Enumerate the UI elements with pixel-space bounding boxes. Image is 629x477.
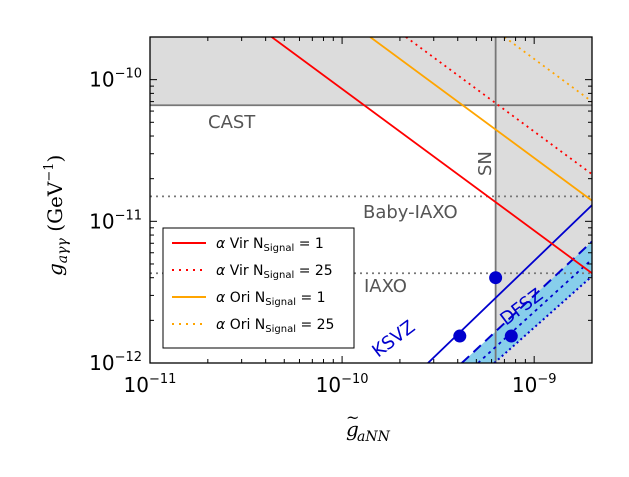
x-axis-label: g ~ aNN — [346, 408, 391, 445]
legend: α Vir NSignal = 1 α Vir NSignal = 25 α Ori… — [162, 227, 355, 349]
y-axis-label-unit-exponent: −1 — [42, 163, 57, 182]
series-line-2 — [405, 37, 592, 175]
benchmark-points — [453, 271, 518, 343]
series-line-3 — [369, 37, 592, 202]
x-tick-label-2: 10−10 — [316, 372, 369, 397]
y-axis-label-base: g — [43, 263, 67, 276]
x-tick-label-3: 10−9 — [512, 372, 557, 397]
benchmark-point-3 — [504, 329, 518, 343]
svg-text:gaγγ (GeV−1): gaγγ (GeV−1) — [42, 155, 71, 276]
dfsz-mid-line — [477, 258, 592, 363]
cast-label: CAST — [208, 112, 256, 133]
baby-iaxo-label: Baby-IAXO — [363, 202, 458, 223]
y-tick-label-2: 10−11 — [89, 208, 142, 233]
series-lines — [271, 37, 592, 274]
y-tick-label-1: 10−12 — [89, 350, 142, 375]
y-tick-label-3: 10−10 — [89, 67, 142, 92]
dfsz-upper-line — [461, 240, 592, 363]
cast-excluded-region — [150, 37, 592, 106]
y-axis-label-unit-close: ) — [43, 155, 67, 163]
benchmark-point-2 — [453, 329, 467, 343]
x-axis-label-subscript: aNN — [357, 429, 391, 445]
legend-box — [162, 227, 355, 349]
sn-label: SN — [475, 151, 496, 176]
y-axis-label: gaγγ (GeV−1) — [42, 155, 71, 276]
series-line-4 — [503, 37, 592, 103]
legend-label-3: α Ori NSignal = 1 — [216, 290, 326, 308]
series-line-1 — [271, 37, 592, 274]
x-axis-label-tilde: ~ — [346, 408, 359, 427]
y-axis-label-unit: (GeV — [43, 181, 67, 238]
legend-label-4: α Ori NSignal = 25 — [216, 317, 334, 335]
x-tick-label-1: 10−11 — [124, 372, 177, 397]
benchmark-point-1 — [489, 271, 503, 285]
plot-frame — [149, 36, 593, 364]
y-axis-label-subscript: aγγ — [55, 237, 71, 263]
legend-label-2: α Vir NSignal = 25 — [216, 263, 333, 281]
legend-label-1: α Vir NSignal = 1 — [216, 236, 324, 254]
dfsz-lower-line — [493, 275, 592, 363]
iaxo-label: IAXO — [364, 276, 407, 297]
x-axis-label-base: g — [346, 417, 359, 441]
